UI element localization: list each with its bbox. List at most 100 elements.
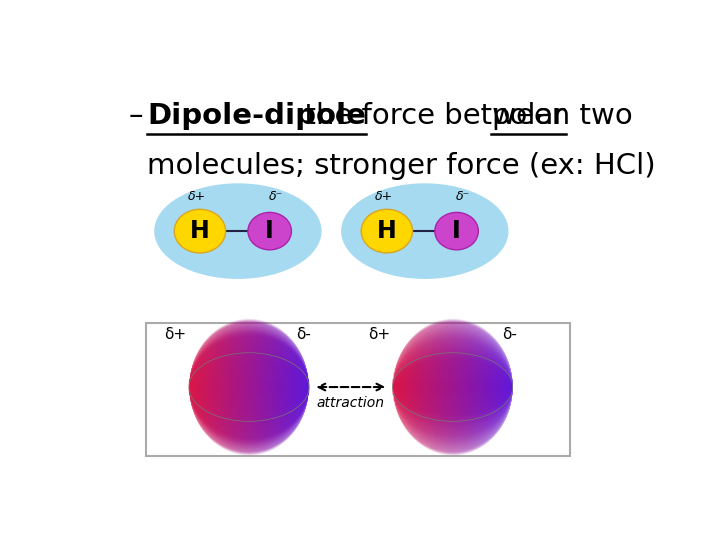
Ellipse shape	[296, 345, 297, 429]
Ellipse shape	[291, 339, 292, 435]
Ellipse shape	[456, 319, 458, 455]
Ellipse shape	[240, 319, 243, 455]
Ellipse shape	[495, 340, 497, 434]
Ellipse shape	[428, 325, 429, 450]
Ellipse shape	[297, 347, 298, 428]
Ellipse shape	[204, 340, 207, 434]
Ellipse shape	[307, 378, 310, 396]
Ellipse shape	[219, 327, 220, 447]
Ellipse shape	[212, 333, 213, 442]
Ellipse shape	[209, 335, 210, 438]
Ellipse shape	[464, 320, 465, 454]
Ellipse shape	[297, 348, 300, 426]
Ellipse shape	[216, 329, 217, 445]
Ellipse shape	[280, 329, 282, 446]
Ellipse shape	[302, 356, 303, 418]
Ellipse shape	[480, 327, 482, 448]
Text: δ+: δ+	[164, 327, 186, 342]
Ellipse shape	[500, 345, 501, 429]
Ellipse shape	[252, 319, 253, 456]
Ellipse shape	[293, 341, 294, 433]
Ellipse shape	[400, 352, 402, 422]
Ellipse shape	[469, 321, 471, 453]
Ellipse shape	[493, 338, 495, 437]
Ellipse shape	[251, 319, 252, 456]
Ellipse shape	[305, 364, 306, 410]
Text: I: I	[265, 219, 274, 243]
Ellipse shape	[341, 183, 508, 279]
Ellipse shape	[228, 322, 230, 451]
Ellipse shape	[230, 321, 233, 453]
Ellipse shape	[288, 335, 289, 438]
Ellipse shape	[266, 321, 267, 453]
Ellipse shape	[250, 319, 251, 456]
Ellipse shape	[472, 322, 474, 451]
Ellipse shape	[505, 356, 507, 418]
Ellipse shape	[260, 320, 261, 454]
Ellipse shape	[420, 329, 422, 446]
Ellipse shape	[210, 334, 212, 440]
Ellipse shape	[467, 321, 469, 453]
Ellipse shape	[491, 335, 493, 438]
Ellipse shape	[261, 320, 262, 454]
Ellipse shape	[454, 319, 455, 456]
Ellipse shape	[194, 359, 195, 416]
Ellipse shape	[487, 332, 489, 442]
Ellipse shape	[253, 319, 254, 455]
Ellipse shape	[269, 322, 270, 451]
Ellipse shape	[431, 322, 433, 451]
Ellipse shape	[238, 320, 239, 455]
Text: H: H	[377, 219, 397, 243]
Ellipse shape	[424, 326, 426, 448]
Ellipse shape	[496, 341, 498, 433]
Text: H: H	[190, 219, 210, 243]
Ellipse shape	[289, 338, 292, 437]
Ellipse shape	[441, 320, 442, 454]
Ellipse shape	[475, 324, 477, 450]
Ellipse shape	[446, 319, 448, 455]
Ellipse shape	[239, 319, 240, 455]
Ellipse shape	[469, 321, 470, 453]
Ellipse shape	[446, 319, 447, 455]
Ellipse shape	[426, 326, 427, 449]
Ellipse shape	[283, 331, 284, 443]
Ellipse shape	[510, 372, 512, 402]
Ellipse shape	[431, 323, 432, 451]
Ellipse shape	[279, 328, 280, 446]
Ellipse shape	[418, 331, 419, 443]
Ellipse shape	[405, 343, 407, 430]
Ellipse shape	[503, 352, 505, 422]
Ellipse shape	[488, 333, 490, 442]
Ellipse shape	[154, 183, 322, 279]
Ellipse shape	[206, 339, 207, 435]
Ellipse shape	[464, 320, 466, 454]
Ellipse shape	[227, 323, 228, 451]
Ellipse shape	[286, 334, 287, 441]
Ellipse shape	[406, 342, 408, 432]
Ellipse shape	[263, 320, 264, 454]
Ellipse shape	[248, 319, 251, 456]
Ellipse shape	[208, 336, 210, 437]
Ellipse shape	[201, 345, 202, 429]
Ellipse shape	[224, 325, 225, 450]
Ellipse shape	[495, 339, 496, 435]
Ellipse shape	[420, 329, 421, 445]
Ellipse shape	[449, 319, 451, 456]
Ellipse shape	[222, 326, 223, 449]
Ellipse shape	[509, 367, 511, 407]
Ellipse shape	[436, 321, 438, 453]
Ellipse shape	[306, 367, 307, 407]
Ellipse shape	[294, 342, 295, 432]
Ellipse shape	[460, 319, 462, 455]
Ellipse shape	[482, 327, 483, 447]
Ellipse shape	[215, 330, 216, 444]
Ellipse shape	[222, 325, 225, 449]
Ellipse shape	[490, 334, 491, 441]
Ellipse shape	[485, 329, 486, 445]
Ellipse shape	[292, 340, 293, 434]
Ellipse shape	[506, 359, 508, 416]
Ellipse shape	[418, 330, 420, 444]
Ellipse shape	[501, 348, 503, 426]
Ellipse shape	[199, 348, 200, 426]
Ellipse shape	[452, 319, 454, 456]
